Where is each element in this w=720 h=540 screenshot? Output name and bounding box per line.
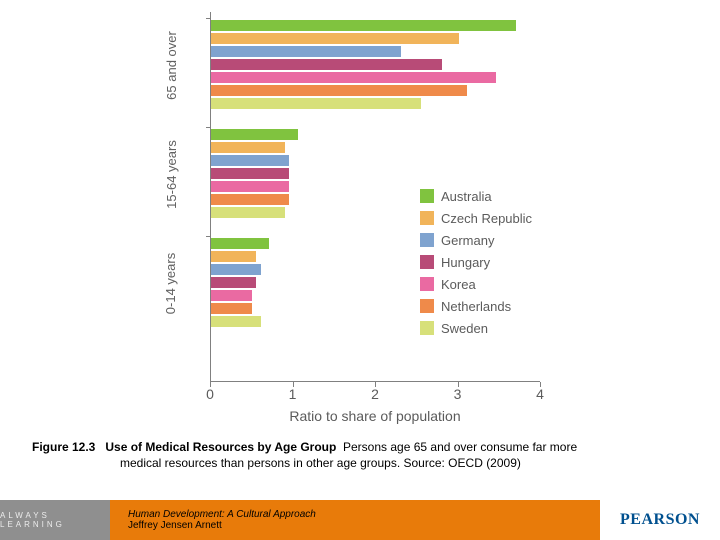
bar — [211, 72, 496, 83]
legend-item: Sweden — [420, 320, 532, 336]
bar — [211, 129, 298, 140]
x-tick-mark — [458, 382, 459, 387]
legend-swatch — [420, 211, 434, 225]
x-tick-mark — [293, 382, 294, 387]
legend-label: Netherlands — [441, 299, 511, 314]
bar — [211, 303, 252, 314]
footer-brand-area: PEARSON — [600, 500, 720, 540]
bar — [211, 238, 269, 249]
x-tick-label: 4 — [536, 386, 544, 402]
bar — [211, 98, 421, 109]
x-tick-label: 3 — [454, 386, 462, 402]
legend-label: Australia — [441, 189, 492, 204]
figure-caption: Figure 12.3 Use of Medical Resources by … — [32, 440, 692, 471]
bar — [211, 155, 289, 166]
bar — [211, 207, 285, 218]
book-title: Human Development: A Cultural Approach — [128, 509, 600, 520]
bar — [211, 277, 256, 288]
x-tick-mark — [210, 382, 211, 387]
book-author: Jeffrey Jensen Arnett — [128, 520, 600, 531]
figure-body-1: Persons age 65 and over consume far more — [343, 440, 577, 454]
bar — [211, 251, 256, 262]
legend-swatch — [420, 321, 434, 335]
legend-label: Korea — [441, 277, 476, 292]
bar — [211, 59, 442, 70]
figure-body-2: medical resources than persons in other … — [120, 456, 692, 472]
x-tick-label: 2 — [371, 386, 379, 402]
legend-swatch — [420, 189, 434, 203]
x-tick-mark — [375, 382, 376, 387]
x-tick-label: 1 — [289, 386, 297, 402]
footer: ALWAYS LEARNING Human Development: A Cul… — [0, 500, 720, 540]
bar — [211, 33, 459, 44]
legend-swatch — [420, 255, 434, 269]
figure-number: Figure 12.3 — [32, 440, 95, 454]
bar — [211, 142, 285, 153]
bar — [211, 316, 261, 327]
legend-item: Netherlands — [420, 298, 532, 314]
x-axis-label: Ratio to share of population — [210, 408, 540, 424]
legend: Australia Czech Republic Germany Hungary Kor… — [420, 188, 532, 342]
bar — [211, 181, 289, 192]
bar — [211, 46, 401, 57]
brand-logo: PEARSON — [620, 511, 700, 529]
bar — [211, 20, 516, 31]
legend-label: Germany — [441, 233, 494, 248]
legend-item: Czech Republic — [420, 210, 532, 226]
legend-label: Sweden — [441, 321, 488, 336]
legend-item: Hungary — [420, 254, 532, 270]
bar — [211, 264, 261, 275]
legend-label: Czech Republic — [441, 211, 532, 226]
legend-swatch — [420, 233, 434, 247]
legend-item: Germany — [420, 232, 532, 248]
figure-title: Use of Medical Resources by Age Group — [105, 440, 336, 454]
bar — [211, 194, 289, 205]
x-tick-mark — [540, 382, 541, 387]
footer-book-info: Human Development: A Cultural Approach J… — [110, 500, 600, 540]
bar — [211, 290, 252, 301]
legend-item: Korea — [420, 276, 532, 292]
bar — [211, 85, 467, 96]
legend-swatch — [420, 299, 434, 313]
legend-swatch — [420, 277, 434, 291]
bar — [211, 168, 289, 179]
legend-item: Australia — [420, 188, 532, 204]
footer-tagline: ALWAYS LEARNING — [0, 500, 110, 540]
x-tick-label: 0 — [206, 386, 214, 402]
legend-label: Hungary — [441, 255, 490, 270]
